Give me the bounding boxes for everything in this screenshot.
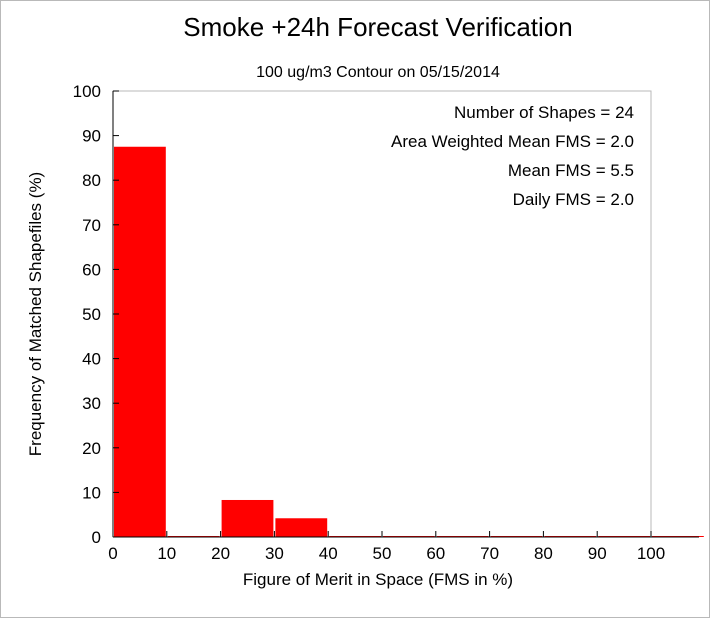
stat-annotation-1: Area Weighted Mean FMS = 2.0 <box>391 132 634 151</box>
histogram-bar-2 <box>221 499 274 537</box>
x-tick-label-0: 0 <box>108 544 117 563</box>
y-tick-label-10: 10 <box>82 483 101 502</box>
y-tick-label-60: 60 <box>82 260 101 279</box>
y-tick-label-0: 0 <box>92 528 101 547</box>
x-tick-label-40: 40 <box>319 544 338 563</box>
y-tick-label-40: 40 <box>82 350 101 369</box>
y-tick-label-80: 80 <box>82 171 101 190</box>
x-tick-label-50: 50 <box>373 544 392 563</box>
histogram-bar-3 <box>275 518 328 537</box>
x-tick-label-70: 70 <box>480 544 499 563</box>
bars-layer <box>114 146 704 537</box>
x-tick-label-30: 30 <box>265 544 284 563</box>
y-tick-label-20: 20 <box>82 439 101 458</box>
x-axis-label: Figure of Merit in Space (FMS in %) <box>243 570 513 589</box>
y-tick-label-70: 70 <box>82 216 101 235</box>
stat-annotation-2: Mean FMS = 5.5 <box>508 161 634 180</box>
stat-annotation-0: Number of Shapes = 24 <box>454 103 634 122</box>
chart-title: Smoke +24h Forecast Verification <box>183 12 572 42</box>
plot-area-frame <box>112 90 652 538</box>
x-tick-label-100: 100 <box>637 544 665 563</box>
y-axis-label: Frequency of Matched Shapefiles (%) <box>26 172 45 456</box>
y-tick-label-100: 100 <box>73 82 101 101</box>
x-tick-label-60: 60 <box>426 544 445 563</box>
stat-annotation-3: Daily FMS = 2.0 <box>513 190 634 209</box>
stats-annotations: Number of Shapes = 24 Area Weighted Mean … <box>391 103 634 209</box>
y-tick-label-30: 30 <box>82 394 101 413</box>
y-tick-label-90: 90 <box>82 127 101 146</box>
x-tick-label-80: 80 <box>534 544 553 563</box>
x-tick-label-10: 10 <box>157 544 176 563</box>
x-tick-label-20: 20 <box>211 544 230 563</box>
ticks-layer: 0 10 20 30 40 50 60 70 80 90 100 0 10 20 30 40 50 60 70 80 9… <box>73 82 666 563</box>
x-tick-label-90: 90 <box>588 544 607 563</box>
y-tick-label-50: 50 <box>82 305 101 324</box>
histogram-bar-0 <box>114 146 166 537</box>
chart-subtitle: 100 ug/m3 Contour on 05/15/2014 <box>256 64 500 81</box>
